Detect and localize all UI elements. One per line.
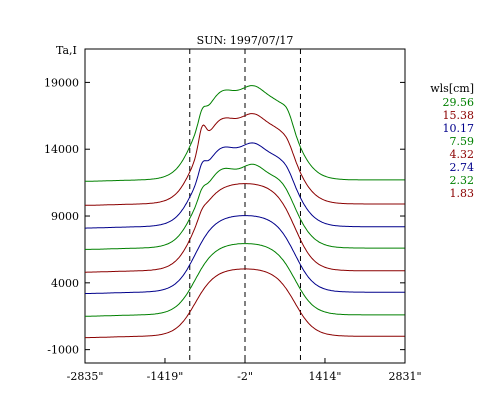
x-tick-label: -2" bbox=[237, 370, 253, 383]
series-line bbox=[85, 268, 405, 339]
y-axis: -1000 4000 9000 14000 19000 bbox=[44, 76, 405, 357]
series-line bbox=[85, 85, 405, 182]
y-tick-label: 4000 bbox=[51, 277, 79, 290]
x-tick-label: -1419" bbox=[147, 370, 184, 383]
series-line bbox=[85, 215, 405, 294]
legend-entry: 2.74 bbox=[450, 161, 475, 174]
legend-entry: 10.17 bbox=[443, 122, 475, 135]
legend-title: wls[cm] bbox=[430, 82, 474, 95]
series-line bbox=[84, 163, 405, 250]
reference-lines bbox=[189, 49, 301, 363]
x-tick-label: -2835" bbox=[67, 370, 104, 383]
y-tick-label: 9000 bbox=[51, 210, 79, 223]
legend-entry: 4.32 bbox=[450, 148, 475, 161]
series-line bbox=[84, 113, 405, 206]
legend-entry: 15.38 bbox=[443, 109, 475, 122]
series-layer bbox=[84, 85, 405, 339]
y-tick-label: 14000 bbox=[44, 143, 79, 156]
series-line bbox=[85, 142, 405, 229]
legend-entry: 29.56 bbox=[443, 96, 475, 109]
x-tick-label: 1414" bbox=[308, 370, 341, 383]
legend-entry: 7.59 bbox=[450, 135, 475, 148]
series-line bbox=[84, 243, 405, 317]
y-axis-label: Ta,I bbox=[56, 44, 77, 57]
y-tick-label: 19000 bbox=[44, 76, 79, 89]
y-tick-label: -1000 bbox=[47, 344, 79, 357]
series-line bbox=[85, 183, 405, 273]
x-tick-label: 2831" bbox=[388, 370, 421, 383]
legend-entry: 1.83 bbox=[450, 187, 475, 200]
legend-entry: 2.32 bbox=[450, 174, 475, 187]
chart-title: SUN: 1997/07/17 bbox=[197, 34, 294, 47]
x-axis: -2835" -1419" -2" 1414" 2831" bbox=[67, 358, 422, 383]
